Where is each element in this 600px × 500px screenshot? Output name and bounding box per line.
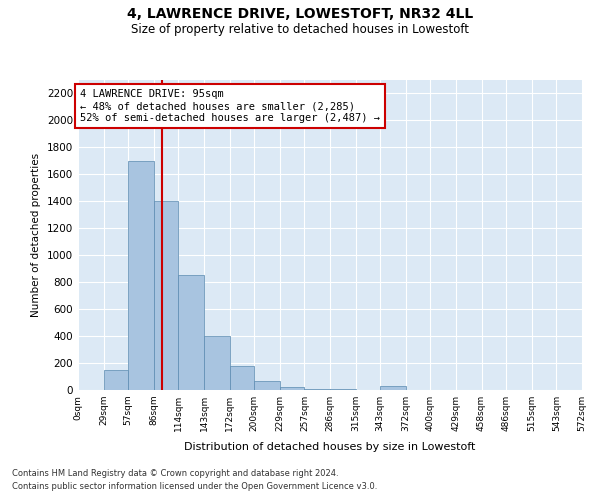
Bar: [280, 386, 304, 390]
Text: Contains public sector information licensed under the Open Government Licence v3: Contains public sector information licen…: [12, 482, 377, 491]
Bar: [204, 336, 230, 390]
Text: Contains HM Land Registry data © Crown copyright and database right 2024.: Contains HM Land Registry data © Crown c…: [12, 468, 338, 477]
Text: 4, LAWRENCE DRIVE, LOWESTOFT, NR32 4LL: 4, LAWRENCE DRIVE, LOWESTOFT, NR32 4LL: [127, 8, 473, 22]
Text: Size of property relative to detached houses in Lowestoft: Size of property relative to detached ho…: [131, 22, 469, 36]
Bar: [304, 388, 330, 390]
Text: 4 LAWRENCE DRIVE: 95sqm
← 48% of detached houses are smaller (2,285)
52% of semi: 4 LAWRENCE DRIVE: 95sqm ← 48% of detache…: [80, 90, 380, 122]
Bar: [154, 202, 178, 390]
Y-axis label: Number of detached properties: Number of detached properties: [31, 153, 41, 317]
Bar: [230, 366, 254, 390]
Bar: [104, 370, 128, 390]
Bar: [128, 161, 154, 390]
Bar: [254, 381, 280, 390]
Text: Distribution of detached houses by size in Lowestoft: Distribution of detached houses by size …: [184, 442, 476, 452]
Bar: [178, 276, 204, 390]
Bar: [380, 386, 406, 390]
